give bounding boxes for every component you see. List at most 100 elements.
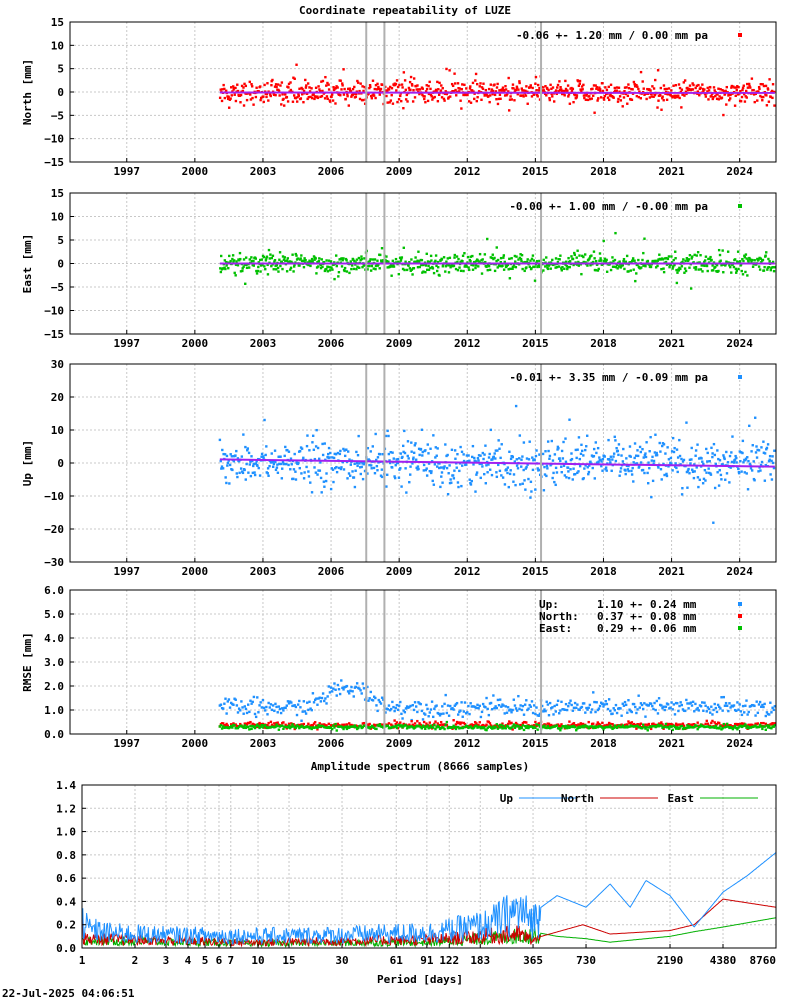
data-point — [266, 467, 270, 470]
data-point — [222, 707, 225, 710]
spectrum-title: Amplitude spectrum (8666 samples) — [311, 760, 530, 773]
data-point — [545, 726, 548, 730]
data-point — [408, 481, 411, 484]
data-point — [374, 432, 377, 436]
data-point — [316, 473, 319, 476]
data-point — [581, 449, 584, 453]
data-point — [544, 265, 547, 268]
data-point — [302, 89, 306, 93]
data-point — [678, 454, 682, 458]
data-point — [300, 259, 304, 263]
data-point — [641, 80, 644, 83]
data-point — [382, 698, 385, 701]
data-point — [589, 711, 593, 714]
data-point — [312, 701, 316, 704]
data-point — [333, 452, 336, 456]
data-point — [664, 260, 668, 264]
data-point — [281, 467, 284, 470]
data-point — [316, 95, 319, 98]
data-point — [543, 473, 547, 476]
data-point — [672, 84, 675, 87]
data-point — [271, 78, 274, 82]
data-point — [427, 462, 431, 465]
data-point — [622, 96, 626, 99]
spectrum-panel: 0.00.20.40.60.81.01.21.41 2 3 4 5 6 7 10 15 30 61 9… — [56, 779, 777, 967]
data-point — [269, 720, 273, 724]
data-point — [226, 97, 230, 101]
data-point — [735, 86, 738, 89]
x-tick-label: 61 — [390, 954, 404, 967]
data-point — [660, 267, 663, 271]
data-point — [415, 260, 418, 264]
data-point — [575, 729, 578, 732]
data-point — [303, 710, 307, 713]
data-point — [770, 478, 774, 481]
data-point — [471, 81, 475, 85]
data-point — [404, 260, 407, 263]
data-point — [315, 697, 318, 700]
data-point — [310, 257, 314, 261]
data-point — [291, 253, 294, 256]
data-point — [350, 267, 353, 271]
data-point — [448, 69, 451, 72]
data-point — [740, 95, 744, 99]
data-point — [485, 723, 488, 726]
data-point — [711, 97, 714, 101]
data-point — [231, 257, 234, 261]
data-point — [415, 466, 418, 470]
data-point — [355, 258, 359, 261]
data-point — [759, 469, 762, 472]
data-point — [312, 255, 316, 258]
data-point — [243, 263, 246, 266]
data-point — [386, 429, 389, 433]
data-point — [533, 458, 536, 461]
data-point — [359, 689, 362, 692]
data-point — [596, 708, 599, 712]
data-point — [381, 452, 384, 456]
data-point — [672, 258, 675, 262]
data-point — [277, 270, 280, 273]
data-point — [391, 466, 394, 469]
data-point — [707, 467, 710, 470]
data-point — [654, 433, 657, 436]
data-point — [518, 707, 521, 710]
data-point — [353, 462, 356, 466]
data-point — [245, 263, 248, 267]
data-point — [716, 471, 719, 474]
data-point — [394, 257, 398, 261]
data-point — [725, 260, 728, 263]
data-point — [651, 479, 655, 483]
data-point — [347, 472, 351, 475]
data-point — [384, 711, 387, 714]
y-tick-label: −5 — [51, 281, 64, 294]
data-point — [343, 449, 346, 452]
data-point — [563, 726, 567, 729]
data-point — [501, 264, 504, 268]
data-point — [259, 270, 262, 273]
data-point — [741, 88, 744, 92]
data-point — [761, 727, 764, 731]
data-point — [509, 267, 512, 271]
data-point — [660, 704, 663, 707]
data-point — [773, 104, 776, 107]
data-point — [452, 90, 455, 93]
data-point — [524, 488, 527, 491]
data-point — [567, 725, 570, 728]
data-point — [451, 89, 454, 93]
data-point — [292, 270, 295, 273]
data-point — [771, 83, 775, 86]
x-tick-label: 2024 — [726, 565, 753, 578]
data-point — [550, 87, 553, 91]
data-point — [333, 726, 336, 729]
data-point — [762, 269, 766, 272]
data-point — [452, 719, 455, 722]
data-point — [222, 452, 225, 456]
data-point — [572, 467, 575, 470]
data-point — [630, 710, 634, 714]
data-point — [473, 459, 476, 463]
data-point — [501, 727, 504, 730]
data-point — [654, 266, 658, 269]
data-point — [525, 85, 528, 88]
data-point — [593, 111, 596, 114]
data-point — [612, 452, 616, 455]
